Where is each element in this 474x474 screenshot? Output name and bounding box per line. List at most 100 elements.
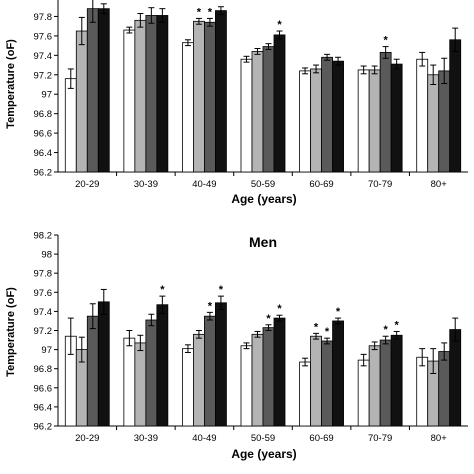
bar [182, 42, 194, 173]
bar [156, 15, 169, 173]
y-tick-label: 96.6 [34, 129, 53, 140]
y-tick-label: 97.4 [34, 307, 53, 318]
y-tick-label: 96.2 [34, 168, 53, 179]
bar [123, 337, 136, 427]
x-tick-label: 40-49 [192, 433, 216, 444]
significance-star: * [208, 300, 213, 312]
chart-title: Men [249, 234, 277, 250]
bar [332, 320, 344, 427]
y-tick-label: 97.6 [34, 31, 53, 42]
bar [215, 302, 227, 427]
bar [86, 315, 99, 427]
bar [240, 345, 253, 427]
bar [390, 63, 403, 173]
bar [368, 69, 381, 173]
bar [438, 351, 451, 427]
bar [134, 342, 147, 427]
y-tick-label: 98 [41, 250, 52, 261]
bar [321, 56, 333, 173]
y-tick-label: 96.8 [34, 109, 53, 120]
bar [449, 329, 462, 427]
bar [97, 8, 110, 173]
bar [193, 333, 205, 427]
bar [193, 20, 205, 173]
significance-star: * [384, 324, 389, 336]
bar [123, 29, 136, 173]
chart-panel-top: 96.2 96.4 96.6 96.8 97 97.2 97.4 97.6 97.8 Temper… [5, 0, 468, 206]
y-tick-label: 97.8 [34, 269, 53, 280]
x-tick-label: 60-69 [309, 179, 333, 190]
significance-star: * [208, 6, 213, 18]
bar [299, 70, 311, 173]
x-tick-label: 20-29 [75, 433, 99, 444]
significance-star: * [197, 6, 202, 18]
y-tick-label: 96.6 [34, 383, 53, 394]
significance-star: * [314, 321, 319, 333]
significance-star: * [277, 19, 282, 31]
bar [368, 345, 381, 427]
x-tick-label: 40-49 [192, 179, 216, 190]
x-tick-label: 80+ [431, 433, 448, 444]
bar [357, 359, 370, 427]
bar [97, 301, 110, 427]
bar [310, 335, 322, 427]
y-tick-label: 97.4 [34, 51, 53, 62]
significance-star: * [277, 303, 282, 315]
x-tick-label: 20-29 [75, 179, 99, 190]
x-axis-label: Age (years) [231, 192, 296, 206]
significance-star: * [336, 306, 341, 318]
y-axis-label: Temperature (oF) [5, 39, 17, 129]
y-tick-label: 98.2 [34, 231, 53, 242]
x-tick-label: 50-59 [251, 179, 275, 190]
y-tick-label: 96.4 [34, 402, 53, 413]
bar [273, 317, 286, 427]
bar [379, 339, 392, 427]
x-tick-label: 70-79 [368, 433, 392, 444]
bar [145, 15, 158, 173]
y-tick-label: 97 [41, 345, 52, 356]
y-tick-label: 97 [41, 90, 52, 101]
y-tick-label: 97.2 [34, 70, 53, 81]
y-axis-label: Temperature (oF) [5, 287, 17, 377]
bar [299, 361, 311, 427]
bar [332, 60, 344, 173]
bar [273, 34, 286, 173]
bar [427, 74, 440, 173]
bar [251, 333, 264, 427]
bar [134, 19, 147, 173]
bar [240, 58, 253, 173]
bar [310, 68, 322, 173]
x-tick-label: 60-69 [309, 433, 333, 444]
x-axis-label: Age (years) [231, 447, 296, 461]
bar [390, 334, 403, 427]
bar [416, 58, 429, 173]
x-tick-label: 70-79 [368, 179, 392, 190]
y-tick-label: 96.2 [34, 422, 53, 433]
bar [204, 315, 216, 427]
y-tick-label: 97.2 [34, 326, 53, 337]
significance-star: * [160, 284, 165, 296]
chart-panel-men: 96.2 96.4 96.6 96.8 97 97.2 97.4 97.6 97.8 98 98.2… [5, 231, 468, 461]
bar [215, 10, 227, 173]
y-tick-label: 96.4 [34, 148, 53, 159]
significance-star: * [325, 326, 330, 338]
y-tick-label: 96.8 [34, 364, 53, 375]
bar [379, 52, 392, 173]
y-tick-label: 97.6 [34, 288, 53, 299]
bar [64, 78, 77, 173]
bar [262, 46, 275, 173]
bar [182, 348, 194, 427]
significance-star: * [219, 284, 224, 296]
bar [357, 69, 370, 173]
x-tick-label: 80+ [431, 179, 448, 190]
bar [204, 21, 216, 173]
bar [321, 340, 333, 427]
bar [449, 39, 462, 173]
significance-star: * [395, 319, 400, 331]
bar [75, 30, 88, 173]
bar [438, 70, 451, 173]
y-tick-label: 97.8 [34, 12, 53, 23]
bar [416, 356, 429, 427]
bar [262, 327, 275, 427]
